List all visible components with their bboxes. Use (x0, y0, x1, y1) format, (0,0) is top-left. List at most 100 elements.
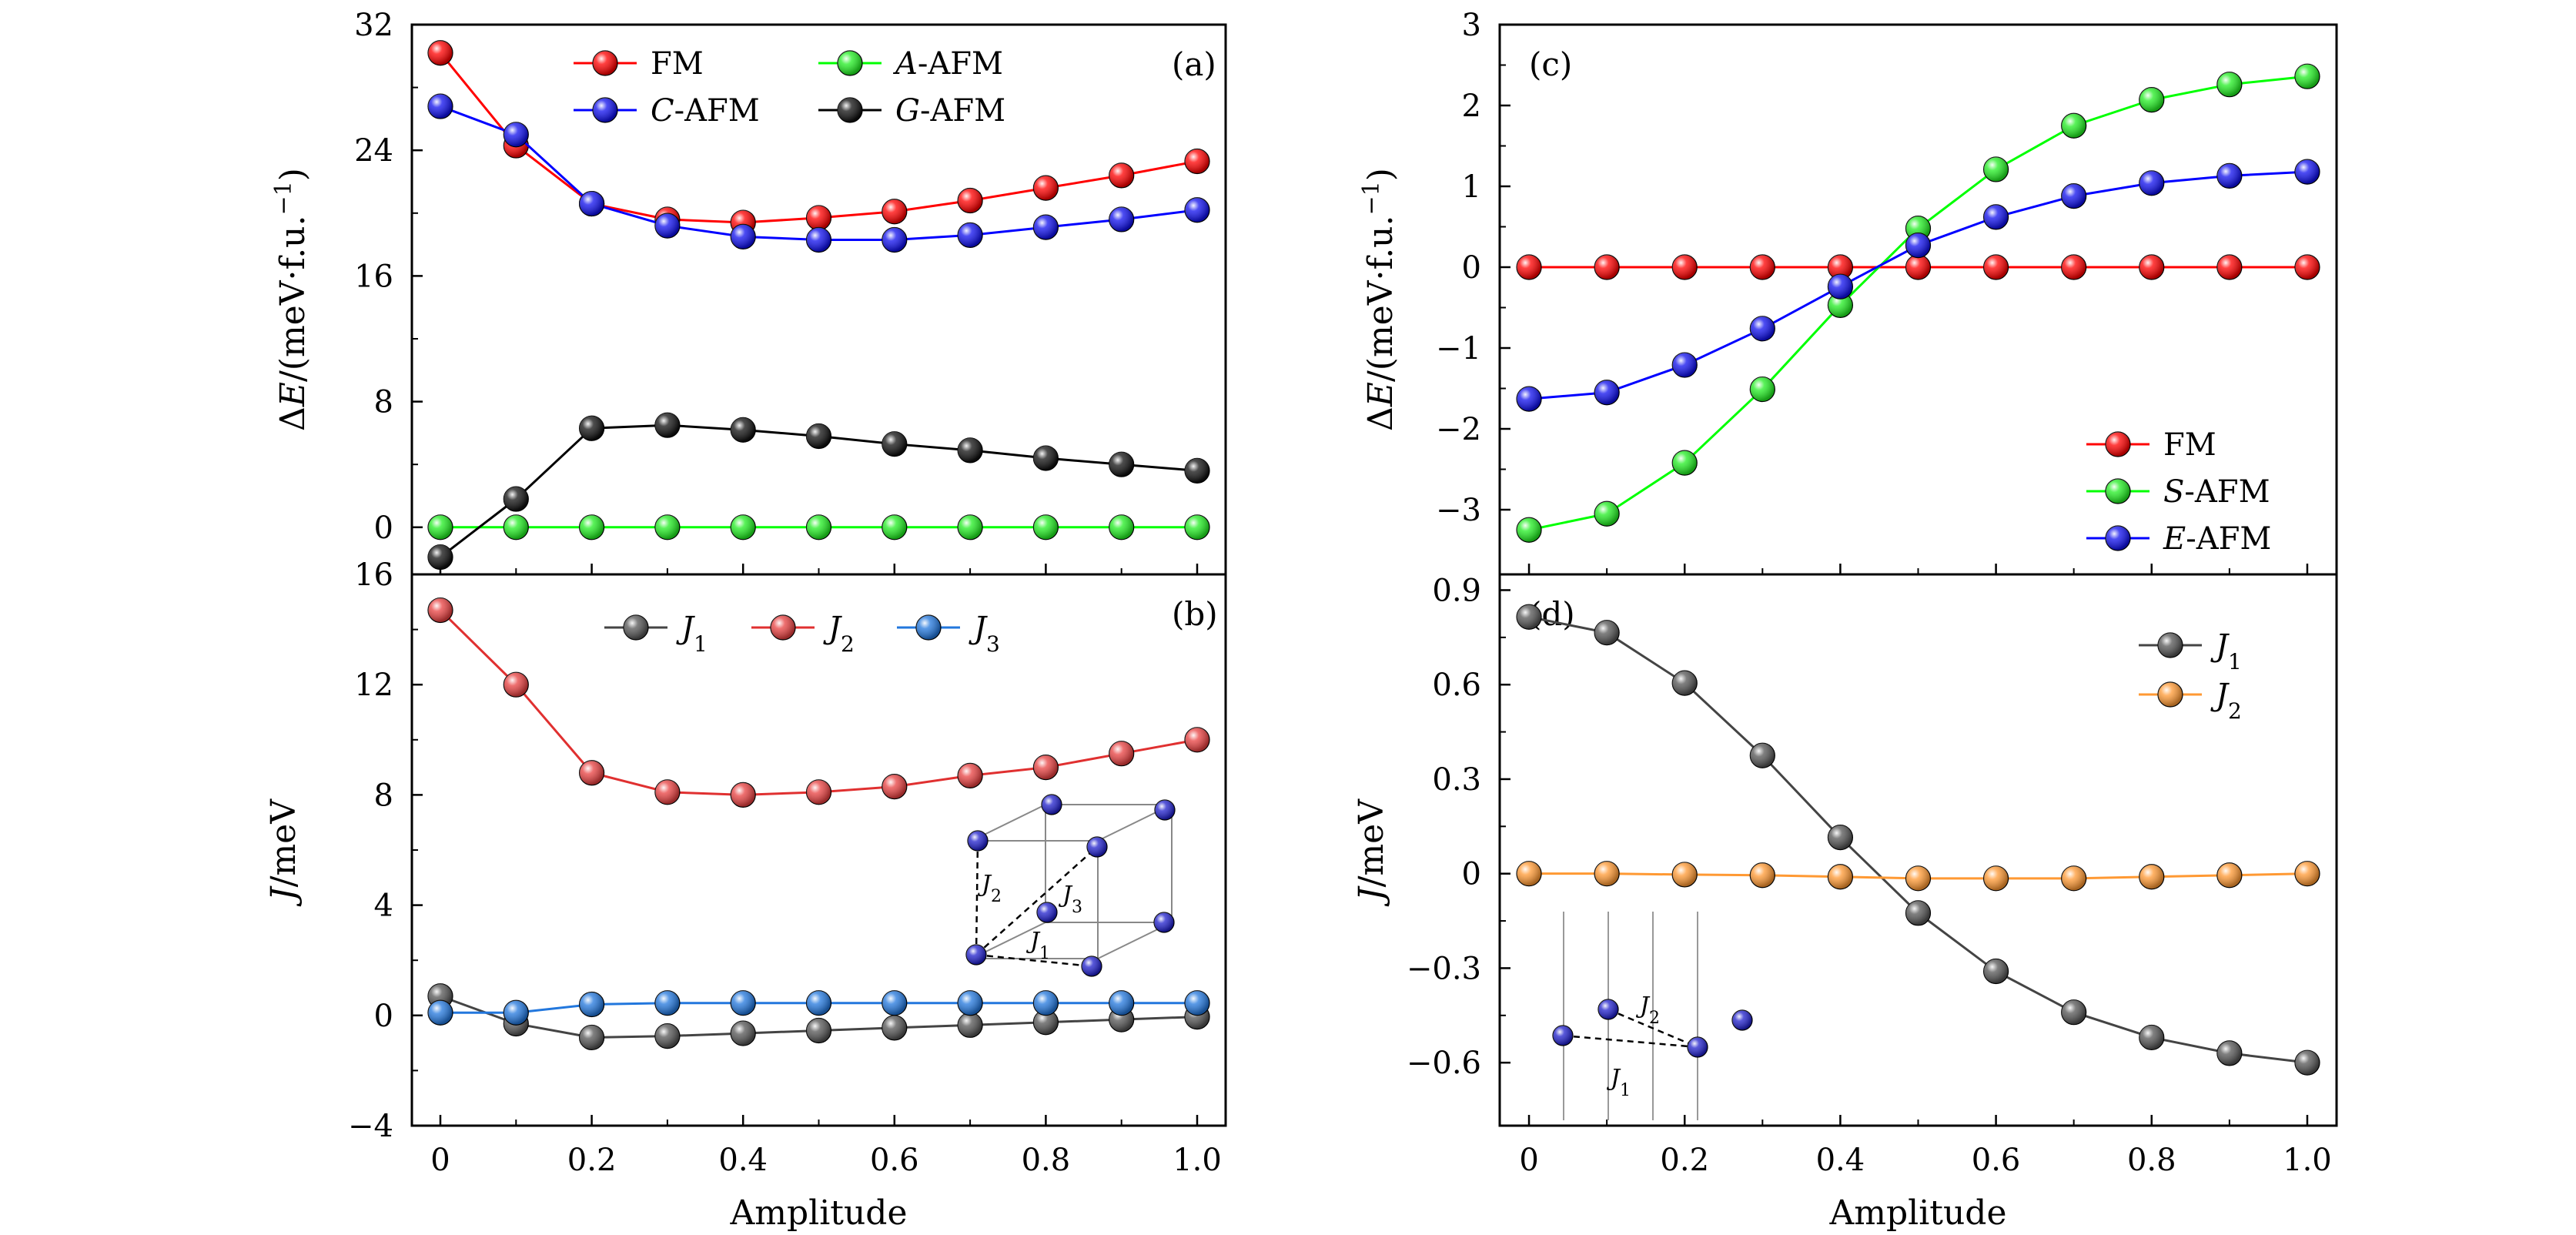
data-point-FM-shine (1905, 255, 1931, 279)
data-point-J3-shine (654, 990, 680, 1016)
data-point-G-AFM-shine (806, 423, 831, 449)
panel-label: (c) (1529, 45, 1572, 83)
y-tick-label: 0 (1462, 857, 1481, 892)
data-point-C-AFM-shine (579, 191, 604, 216)
atom-shine (968, 831, 988, 851)
y-axis-title: ΔE/(meV·f.u.−1) (1358, 168, 1401, 431)
y-tick-label: 1 (1462, 169, 1481, 205)
data-point-J1-shine (731, 1021, 756, 1046)
data-point-J2-shine (1185, 727, 1210, 752)
y-axis-title: J/meV (264, 798, 303, 907)
data-point-J1-shine (2294, 1050, 2320, 1076)
data-point-J1-shine (579, 1025, 604, 1050)
data-point-J2-shine (2061, 865, 2086, 891)
data-point-J1-shine (1905, 900, 1931, 925)
legend-marker-shine (838, 98, 862, 122)
atom-shine (1082, 956, 1102, 976)
data-point-S-AFM-shine (1828, 293, 1853, 318)
data-point-E-AFM-shine (2294, 159, 2320, 185)
plot-frame (410, 23, 1227, 576)
data-point-G-AFM-shine (427, 544, 453, 570)
inset-label: J2 (977, 871, 1002, 906)
data-point-C-AFM-shine (958, 223, 983, 248)
x-tick-label: 0.6 (1972, 1143, 2021, 1178)
data-point-J2-shine (958, 763, 983, 788)
data-point-FM-shine (2139, 255, 2164, 279)
data-point-S-AFM-shine (1750, 377, 1775, 402)
y-tick-label: 8 (374, 385, 393, 420)
data-point-J3-shine (958, 990, 983, 1016)
panel-a: 0 8 16 24 32 ΔE/(meV·f.u.−1) (a) (270, 8, 1227, 576)
data-point-A-AFM-shine (1033, 514, 1059, 540)
data-point-J1-shine (2061, 999, 2086, 1025)
data-point-J1-shine (958, 1012, 983, 1038)
legend-marker-shine (2106, 526, 2130, 551)
legend-label-J1: J1 (2210, 628, 2242, 674)
data-point-J3-shine (1185, 990, 1210, 1016)
data-point-J2-shine (1672, 862, 1698, 887)
legend-label-S-AFM: S-AFM (2163, 474, 2270, 510)
data-point-A-AFM-shine (882, 514, 907, 540)
bond-j2 (975, 840, 979, 956)
data-point-S-AFM-shine (2139, 87, 2164, 112)
data-point-J3-shine (1033, 990, 1059, 1016)
data-point-E-AFM-shine (2061, 183, 2086, 209)
data-point-J2-shine (1033, 755, 1059, 780)
data-point-J1-shine (1983, 959, 2009, 984)
data-point-J2-shine (2139, 864, 2164, 889)
data-point-FM-shine (1185, 149, 1210, 174)
data-point-G-AFM-shine (882, 431, 907, 457)
data-point-FM-shine (1109, 162, 1134, 188)
data-point-J2-shine (1517, 861, 1542, 886)
panel-c: −3 −2 −1 0 1 2 3 ΔE/(meV·f.u.−1) (c) (1358, 8, 2338, 576)
data-point-E-AFM-shine (2139, 170, 2164, 196)
data-point-G-AFM-shine (958, 437, 983, 463)
series-line-J2 (439, 609, 1198, 796)
x-tick-label: 1.0 (2283, 1143, 2332, 1178)
data-point-J3-shine (1109, 990, 1134, 1016)
data-point-S-AFM-shine (1672, 450, 1698, 476)
data-point-C-AFM-shine (882, 227, 907, 253)
data-point-G-AFM-shine (579, 416, 604, 441)
data-point-J2-shine (579, 760, 604, 785)
data-point-A-AFM-shine (806, 514, 831, 540)
data-point-J2-shine (1750, 862, 1775, 888)
data-point-E-AFM-shine (1905, 233, 1931, 258)
data-point-FM-shine (958, 188, 983, 213)
legend-label-J1: J1 (676, 611, 708, 657)
y-tick-label: 0.6 (1432, 668, 1481, 703)
data-point-FM-shine (1750, 255, 1775, 279)
series-line-FM (439, 52, 1198, 224)
data-point-S-AFM-shine (1983, 156, 2009, 182)
panel-b: −4 0 4 8 12 16 0 0.2 0.4 0.6 0.8 1.0 Amplitude J/meV (… (264, 557, 1227, 1233)
legend-label-J2: J2 (2210, 678, 2242, 724)
x-axis-title: Amplitude (1828, 1193, 2006, 1233)
data-point-C-AFM-shine (1185, 197, 1210, 223)
data-point-J3-shine (427, 1000, 453, 1026)
y-tick-label: 0 (1462, 250, 1481, 286)
data-point-G-AFM-shine (654, 413, 680, 438)
x-tick-label: 0.8 (1022, 1143, 1071, 1178)
atom-shine (1553, 1026, 1573, 1046)
x-tick-label: 0.2 (1660, 1143, 1709, 1178)
legend-marker-shine (838, 51, 862, 75)
data-point-C-AFM-shine (427, 94, 453, 119)
legend-label-E-AFM: E-AFM (2163, 521, 2271, 557)
data-point-A-AFM-shine (503, 514, 529, 540)
atom-shine (1154, 912, 1174, 932)
inset-label: J1 (1606, 1065, 1631, 1100)
bond-j3 (975, 846, 1098, 956)
legend-marker-shine (593, 98, 617, 122)
data-point-C-AFM-shine (1109, 206, 1134, 232)
y-tick-label: −1 (1436, 331, 1481, 366)
data-point-J2-shine (654, 779, 680, 805)
data-point-FM-shine (1033, 176, 1059, 201)
data-point-FM-shine (1672, 255, 1698, 279)
data-point-FM-shine (2061, 255, 2086, 279)
data-point-FM-shine (1828, 255, 1853, 279)
panel-label: (a) (1172, 45, 1216, 83)
atom-shine (1688, 1037, 1708, 1057)
data-point-J2-shine (503, 672, 529, 698)
